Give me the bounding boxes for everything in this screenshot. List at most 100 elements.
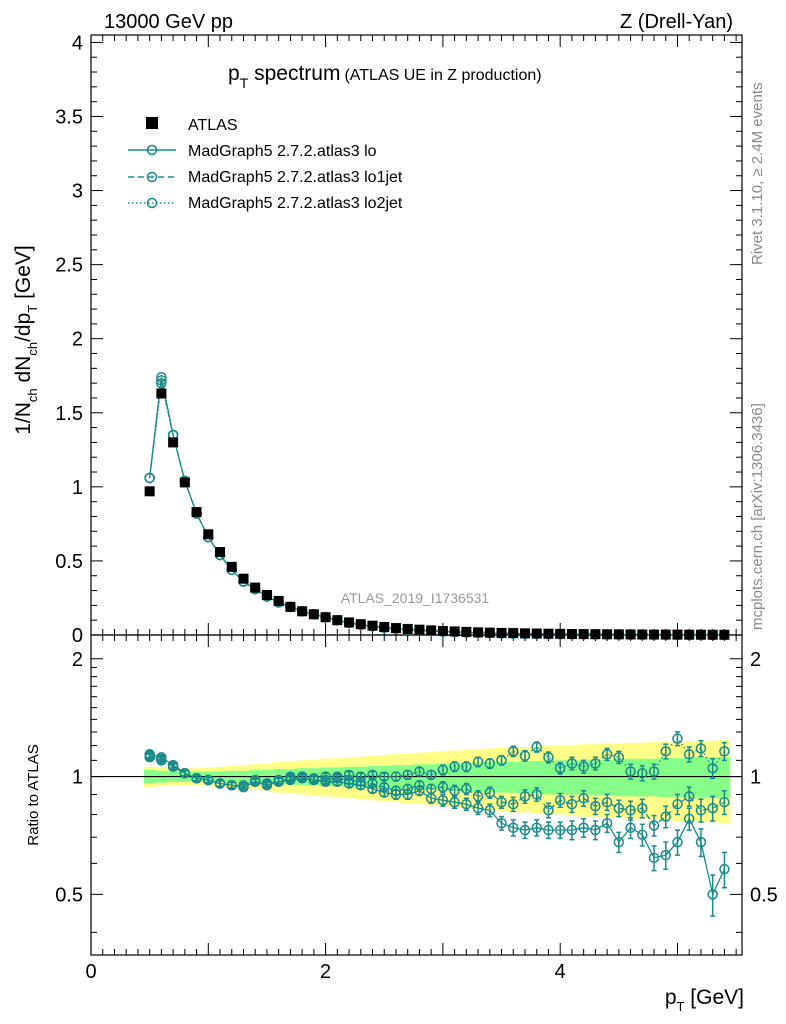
data-point-atlas xyxy=(426,625,437,636)
ratio-marker-lo2jet xyxy=(390,771,402,782)
data-point-atlas xyxy=(484,627,495,638)
ratio-marker-lo2jet xyxy=(449,761,460,772)
ratio-marker-lo2jet xyxy=(238,780,249,791)
data-point-atlas xyxy=(273,595,284,606)
data-point-atlas xyxy=(437,626,448,636)
ratio-marker-lo xyxy=(554,824,566,836)
data-point-atlas xyxy=(578,629,589,640)
ratio-marker-lo xyxy=(519,824,531,836)
data-point-atlas xyxy=(449,626,460,637)
ratio-marker-lo xyxy=(496,817,507,829)
main-ytick-label: 3 xyxy=(72,181,83,203)
ratio-marker-lo2jet xyxy=(320,771,331,782)
ratio-marker-lo1jet xyxy=(719,796,730,808)
ratio-ytick-label: 0.5 xyxy=(55,884,83,906)
ratio-marker-lo2jet xyxy=(496,755,507,766)
ratio-marker-lo2jet xyxy=(402,769,413,781)
ratio-marker-lo1jet xyxy=(566,798,578,810)
data-point-atlas xyxy=(285,601,296,612)
ratio-marker-lo xyxy=(613,836,625,848)
ratio-marker-lo1jet xyxy=(508,798,519,810)
data-point-atlas xyxy=(496,627,507,638)
ratio-marker-lo1jet xyxy=(695,805,707,816)
data-point-atlas xyxy=(261,590,272,600)
side-rivet: Rivet 3.1.10, ≥ 2.4M events xyxy=(749,83,766,266)
ratio-marker-lo2jet xyxy=(683,749,695,760)
ratio-marker-lo1jet xyxy=(648,820,660,831)
data-point-atlas xyxy=(566,628,577,639)
ratio-marker-lo xyxy=(625,822,636,833)
ratio-marker-lo xyxy=(566,824,578,836)
ratio-marker-lo2jet xyxy=(273,774,284,786)
legend-label-lo1jet: MadGraph5 2.7.2.atlas3 lo1jet xyxy=(188,169,403,186)
ratio-marker-lo1jet xyxy=(672,798,683,810)
legend-label-lo: MadGraph5 2.7.2.atlas3 lo xyxy=(188,143,377,160)
ratio-marker-lo2jet xyxy=(543,752,554,763)
ratio-marker-lo2jet xyxy=(285,771,296,782)
data-point-atlas xyxy=(250,582,261,593)
ratio-ytick-label: 2 xyxy=(72,649,83,671)
data-point-atlas xyxy=(390,623,401,634)
ratio-marker-lo1jet xyxy=(578,793,589,804)
data-point-atlas xyxy=(203,529,214,540)
data-marks xyxy=(144,371,730,917)
ratio-marker-lo2jet xyxy=(414,766,425,777)
ratio-marker-lo1jet xyxy=(367,778,378,789)
ratio-marker-lo1jet xyxy=(425,783,437,795)
ratio-marker-lo2jet xyxy=(601,749,613,760)
ratio-marker-lo2jet xyxy=(179,767,191,779)
ratio-marker-lo1jet xyxy=(378,781,390,793)
data-point-atlas xyxy=(684,629,695,640)
title-paren: (ATLAS UE in Z production) xyxy=(344,67,541,84)
plot-title: pT spectrum (ATLAS UE in Z production) xyxy=(228,62,542,91)
ratio-marker-lo1jet xyxy=(590,800,601,812)
main-ytick-label: 2.5 xyxy=(55,255,83,277)
main-line-lo2jet xyxy=(148,383,725,636)
data-point-atlas xyxy=(660,629,671,640)
ratio-marker-lo1jet xyxy=(390,785,402,796)
data-point-atlas xyxy=(297,606,308,617)
ratio-marker-lo xyxy=(531,822,542,833)
data-point-atlas xyxy=(719,629,730,640)
ratio-marker-lo1jet xyxy=(402,783,413,795)
legend-label-lo2jet: MadGraph5 2.7.2.atlas3 lo2jet xyxy=(188,195,403,212)
ratio-marker-lo2jet xyxy=(508,746,519,757)
ratio-marker-lo2jet xyxy=(590,758,601,769)
data-point-atlas xyxy=(461,626,472,637)
ratio-marker-lo2jet xyxy=(378,771,390,782)
data-point-atlas xyxy=(320,612,331,623)
data-point-atlas xyxy=(695,629,706,640)
ratio-marker-lo xyxy=(672,836,683,848)
ratio-marker-lo xyxy=(437,794,449,806)
ratio-marker-lo xyxy=(707,889,718,900)
ratio-marker-lo2jet xyxy=(308,773,320,784)
ratio-marker-lo2jet xyxy=(672,733,683,744)
x-tick-label: 0 xyxy=(85,961,96,983)
data-point-atlas xyxy=(179,477,190,488)
data-point-atlas xyxy=(344,617,355,628)
title-rest: spectrum xyxy=(248,62,340,85)
legend: ATLAS MadGraph5 2.7.2.atlas3 lo MadGraph… xyxy=(128,117,403,212)
data-point-atlas xyxy=(625,629,636,640)
ratio-marker-lo1jet xyxy=(461,783,472,795)
svg-text:pT [GeV]: pT [GeV] xyxy=(665,986,744,1014)
ratio-marker-lo2jet xyxy=(519,750,531,762)
legend-marker-lo2jet xyxy=(146,197,158,209)
main-marker-lo1jet xyxy=(156,375,167,386)
ratio-marker-lo xyxy=(683,813,695,825)
ratio-marker-lo2jet xyxy=(484,758,496,769)
ratio-marker-lo2jet xyxy=(332,771,343,782)
main-ytick-label: 0.5 xyxy=(55,551,83,573)
ratio-marker-lo2jet xyxy=(461,761,472,772)
ratio-marker-lo xyxy=(543,824,554,836)
ratio-marker-lo xyxy=(578,822,589,833)
main-ytick-label: 4 xyxy=(72,32,83,54)
ratio-marker-lo2jet xyxy=(261,778,273,789)
ratio-marker-lo2jet xyxy=(648,766,660,777)
ratio-ytick-label-right: 2 xyxy=(750,649,761,671)
ratio-marker-lo2jet xyxy=(437,764,449,776)
ratio-ytick-label-right: 0.5 xyxy=(750,884,778,906)
ratio-marker-lo xyxy=(695,836,707,848)
ratio-marker-lo2jet xyxy=(191,773,202,784)
svg-text:1/Nch dNch/dpT [GeV]: 1/Nch dNch/dpT [GeV] xyxy=(12,245,40,435)
